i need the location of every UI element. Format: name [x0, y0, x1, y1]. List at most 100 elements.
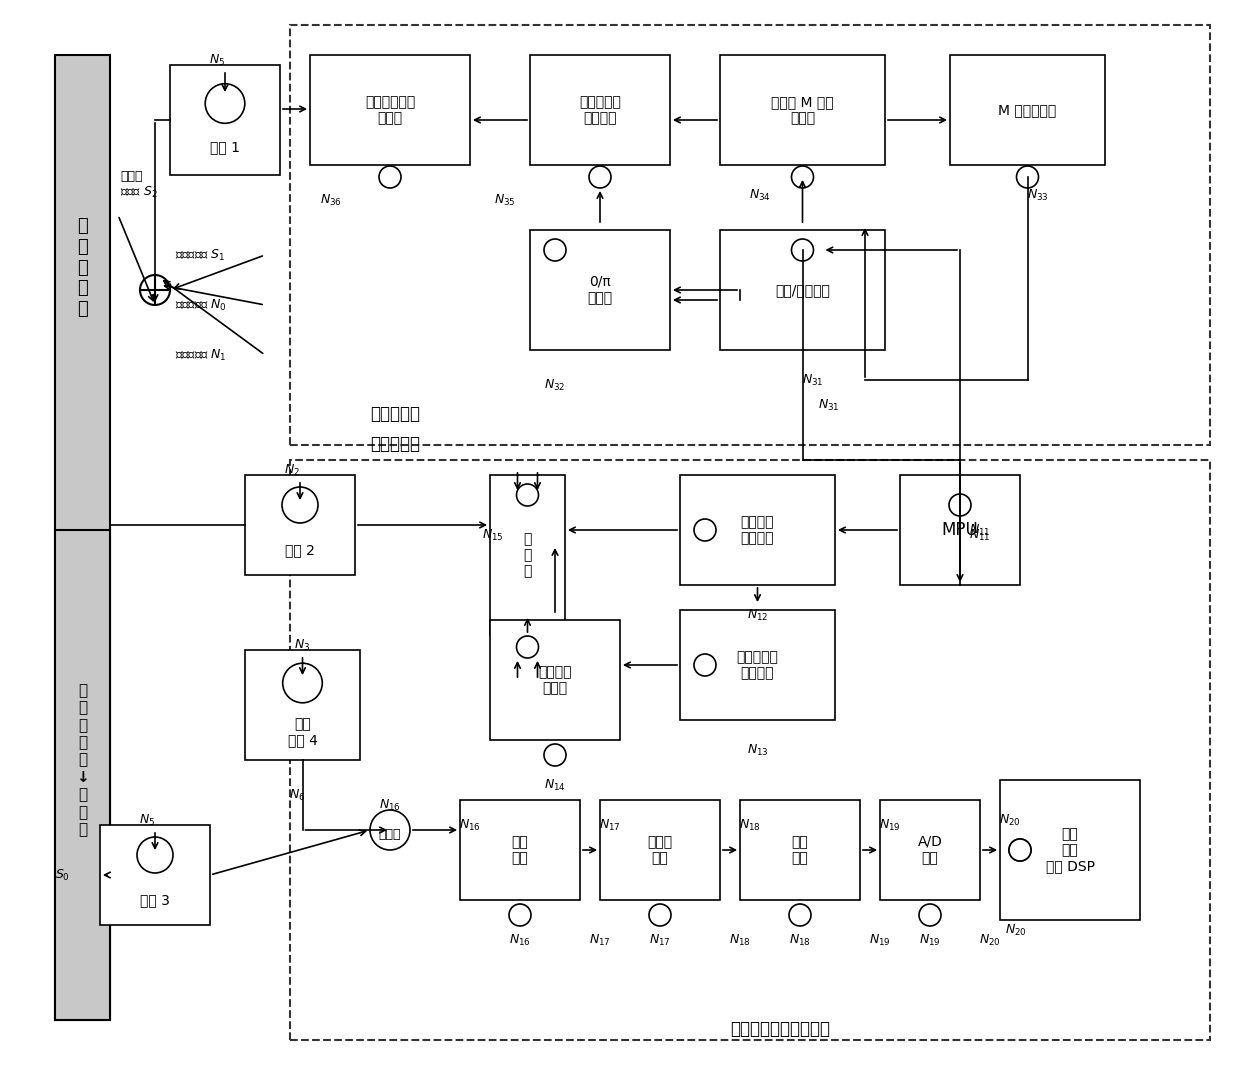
Text: $N_{36}$: $N_{36}$ — [320, 193, 342, 208]
Circle shape — [1017, 166, 1039, 188]
Circle shape — [281, 487, 317, 523]
Text: $N_{32}$: $N_{32}$ — [544, 378, 565, 393]
Text: $N_5$: $N_5$ — [208, 53, 226, 68]
Text: $N_{20}$: $N_{20}$ — [1004, 922, 1027, 937]
Text: $N_{35}$: $N_{35}$ — [494, 193, 516, 208]
Text: $N_6$: $N_6$ — [289, 788, 306, 803]
Circle shape — [649, 904, 671, 926]
FancyBboxPatch shape — [490, 620, 620, 740]
Text: $N_{17}$: $N_{17}$ — [599, 818, 621, 833]
Text: $N_{13}$: $N_{13}$ — [746, 742, 769, 758]
FancyBboxPatch shape — [950, 55, 1105, 165]
Text: 测量激光
信号产生: 测量激光 信号产生 — [740, 515, 774, 546]
Text: $N_{12}$: $N_{12}$ — [746, 608, 769, 623]
Text: 光
传
感
臂
振
↓
光
换
能: 光 传 感 臂 振 ↓ 光 换 能 — [76, 683, 89, 837]
Text: $N_{16}$: $N_{16}$ — [459, 818, 481, 833]
Text: 光纤 1: 光纤 1 — [210, 141, 241, 155]
Text: $N_{14}$: $N_{14}$ — [544, 778, 565, 793]
Circle shape — [544, 744, 565, 766]
FancyBboxPatch shape — [720, 55, 885, 165]
FancyBboxPatch shape — [740, 799, 861, 900]
FancyBboxPatch shape — [170, 65, 280, 175]
Text: 共
振
天
线
棒: 共 振 天 线 棒 — [77, 217, 88, 318]
FancyBboxPatch shape — [600, 799, 720, 900]
Text: $N_{18}$: $N_{18}$ — [789, 933, 811, 948]
Text: $N_{11}$: $N_{11}$ — [970, 523, 991, 538]
Circle shape — [508, 904, 531, 926]
FancyBboxPatch shape — [55, 55, 110, 1020]
FancyBboxPatch shape — [246, 475, 355, 575]
Circle shape — [919, 904, 941, 926]
FancyBboxPatch shape — [100, 825, 210, 925]
Circle shape — [694, 654, 715, 676]
Circle shape — [283, 663, 322, 703]
Text: $N_{17}$: $N_{17}$ — [649, 933, 671, 948]
Text: （光压产生）
激光器: （光压产生） 激光器 — [365, 95, 415, 125]
Text: $N_{19}$: $N_{19}$ — [879, 818, 901, 833]
Text: $N_{31}$: $N_{31}$ — [817, 397, 839, 412]
Circle shape — [544, 239, 565, 261]
Circle shape — [370, 810, 410, 850]
Text: 激光压力源: 激光压力源 — [370, 405, 420, 423]
Text: $N_2$: $N_2$ — [284, 463, 300, 478]
Text: 伪随机编码: 伪随机编码 — [370, 435, 420, 453]
Text: $N_{15}$: $N_{15}$ — [481, 527, 503, 542]
Text: 光电
转换: 光电 转换 — [512, 835, 528, 865]
Circle shape — [1009, 839, 1030, 861]
Text: $N_{19}$: $N_{19}$ — [919, 933, 941, 948]
Text: 引力波信号 $S_1$: 引力波信号 $S_1$ — [175, 247, 226, 263]
FancyBboxPatch shape — [900, 475, 1021, 585]
Text: $N_{18}$: $N_{18}$ — [729, 933, 751, 948]
Text: 相位/频率合成: 相位/频率合成 — [775, 283, 830, 297]
Text: （激光器）
驱动电路: （激光器） 驱动电路 — [579, 95, 621, 125]
Text: 数字
信号
处理 DSP: 数字 信号 处理 DSP — [1045, 826, 1095, 874]
Text: $N_{11}$: $N_{11}$ — [970, 527, 991, 542]
Text: $N_3$: $N_3$ — [294, 637, 310, 652]
Circle shape — [589, 166, 611, 188]
Text: 测量激光器
驱动电路: 测量激光器 驱动电路 — [737, 650, 779, 680]
Circle shape — [140, 275, 170, 305]
FancyBboxPatch shape — [680, 475, 835, 585]
Text: $N_{34}$: $N_{34}$ — [749, 187, 771, 202]
Text: 光纤 3: 光纤 3 — [140, 893, 170, 907]
FancyBboxPatch shape — [529, 55, 670, 165]
Text: 耦合器: 耦合器 — [378, 829, 402, 841]
Circle shape — [789, 904, 811, 926]
Text: $N_{20}$: $N_{20}$ — [999, 812, 1021, 827]
Text: 激光干涉相位检测系统: 激光干涉相位检测系统 — [730, 1020, 830, 1038]
FancyBboxPatch shape — [55, 530, 110, 1020]
Text: A/D
转换: A/D 转换 — [918, 835, 942, 865]
Text: $N_{17}$: $N_{17}$ — [589, 933, 611, 948]
Text: $N_{16}$: $N_{16}$ — [379, 797, 401, 812]
Circle shape — [379, 166, 401, 188]
Circle shape — [694, 519, 715, 541]
FancyBboxPatch shape — [490, 475, 565, 635]
Text: 参考
光纤 4: 参考 光纤 4 — [288, 718, 317, 748]
FancyBboxPatch shape — [680, 610, 835, 720]
Text: $N_{31}$: $N_{31}$ — [802, 372, 823, 387]
Circle shape — [949, 494, 971, 516]
Text: 分
支
器: 分 支 器 — [523, 532, 532, 578]
Text: 热噪声信号 $N_0$: 热噪声信号 $N_0$ — [175, 297, 227, 312]
Text: $N_5$: $N_5$ — [139, 812, 155, 827]
Circle shape — [517, 636, 538, 659]
Text: $S_0$: $S_0$ — [55, 867, 69, 882]
Text: $N_{20}$: $N_{20}$ — [980, 933, 1001, 948]
FancyBboxPatch shape — [310, 55, 470, 165]
Text: MPU: MPU — [941, 521, 978, 539]
Text: 伪码光
压信号 $S_2$: 伪码光 压信号 $S_2$ — [120, 170, 157, 200]
Circle shape — [136, 837, 174, 873]
Circle shape — [205, 84, 244, 124]
Circle shape — [517, 484, 538, 506]
Text: 伪随机 M 序列
产生器: 伪随机 M 序列 产生器 — [771, 95, 833, 125]
Text: $N_{18}$: $N_{18}$ — [739, 818, 761, 833]
Circle shape — [791, 239, 813, 261]
FancyBboxPatch shape — [999, 780, 1140, 920]
FancyBboxPatch shape — [460, 799, 580, 900]
Text: 地噪声信号 $N_1$: 地噪声信号 $N_1$ — [175, 348, 227, 363]
Text: （测量）
激光器: （测量） 激光器 — [538, 665, 572, 695]
Text: 0/π
调相器: 0/π 调相器 — [588, 274, 613, 306]
Text: 光纤 2: 光纤 2 — [285, 543, 315, 557]
Text: $N_{19}$: $N_{19}$ — [869, 933, 890, 948]
Text: M 序列延迟器: M 序列延迟器 — [998, 103, 1056, 117]
